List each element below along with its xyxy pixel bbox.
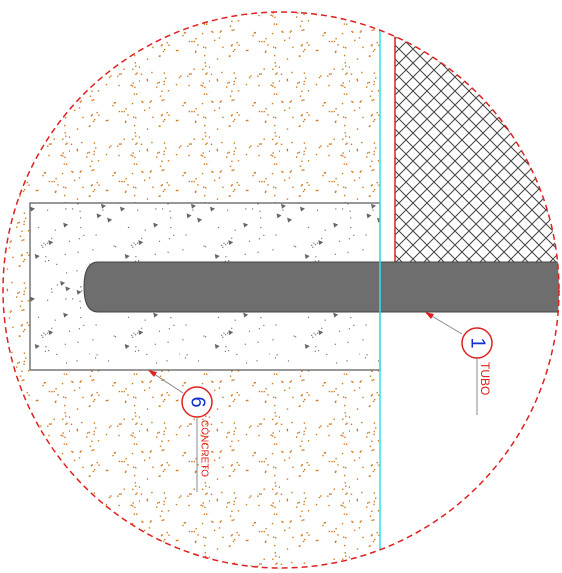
callout-number: 1 [467,337,489,348]
callout-6: 6 CONCRETO [147,369,213,492]
callout-label: CONCRETO [198,420,209,477]
detail-boundary [2,11,560,569]
arrowhead [425,312,434,319]
arrowhead [148,370,157,377]
pipe [83,261,559,313]
callout-number: 6 [187,396,209,407]
callout-1: 1 TUBO [424,311,493,415]
callout-label: TUBO [478,362,492,395]
wall-hatch [394,19,559,279]
